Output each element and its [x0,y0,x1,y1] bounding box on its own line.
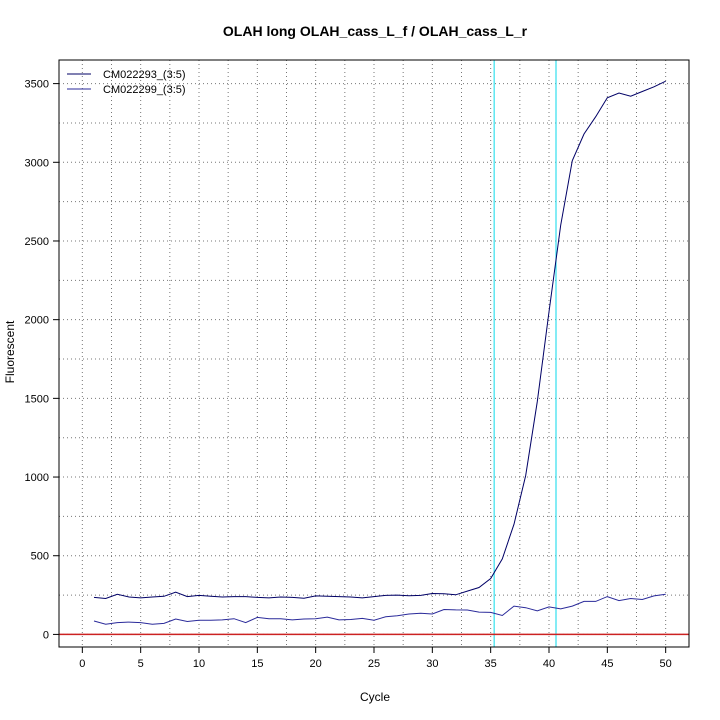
x-tick-label: 30 [426,658,438,670]
vertical-lines [493,60,557,647]
legend-label: CM022299_(3:5) [103,84,186,96]
y-tick-label: 1500 [25,393,49,405]
legend-label: CM022293_(3:5) [103,69,186,81]
x-tick-label: 25 [368,658,380,670]
y-tick-label: 1000 [25,472,49,484]
y-tick-label: 2500 [25,236,49,248]
x-tick-label: 45 [601,658,613,670]
y-tick-label: 3000 [25,157,49,169]
series-line-1 [93,80,666,600]
y-tick-label: 3500 [25,79,49,91]
y-axis: 0 500 1000 1500 2000 2500 3000 3500 [25,79,59,641]
x-tick-label: 20 [310,658,322,670]
y-tick-label: 2000 [25,315,49,327]
legend: CM022293_(3:5) CM022299_(3:5) [67,69,186,96]
x-tick-label: 10 [193,658,205,670]
y-tick-label: 500 [31,551,49,563]
x-axis: 0 5 10 15 20 25 30 35 40 45 50 [79,647,672,670]
x-tick-label: 5 [138,658,144,670]
series-lines [93,80,666,625]
grid [59,60,689,647]
x-tick-label: 50 [660,658,672,670]
chart-title: OLAH long OLAH_cass_L_f / OLAH_cass_L_r [223,23,528,39]
y-tick-label: 0 [43,629,49,641]
x-tick-label: 35 [485,658,497,670]
x-tick-label: 15 [251,658,263,670]
x-axis-label: Cycle [360,690,390,704]
y-axis-label: Fluorescent [3,320,17,383]
x-tick-label: 40 [543,658,555,670]
x-tick-label: 0 [79,658,85,670]
series-line-2 [93,593,666,625]
